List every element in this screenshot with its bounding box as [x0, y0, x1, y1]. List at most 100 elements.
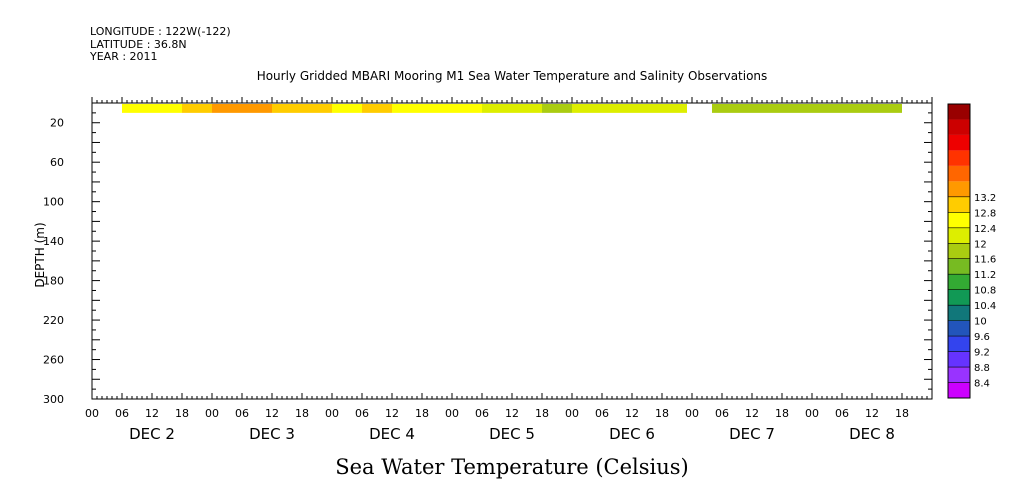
x-tick-label: 18	[775, 407, 789, 420]
y-axis-label: DEPTH (m)	[33, 222, 47, 287]
heat-cell	[182, 103, 212, 113]
colorbar-frame	[947, 103, 971, 399]
colorbar-label: 10.4	[974, 301, 996, 312]
y-tick-label: 140	[43, 235, 64, 248]
heat-cell	[512, 103, 542, 113]
colorbar-swatch	[948, 258, 970, 275]
x-tick-label: 18	[175, 407, 189, 420]
x-tick-label: 06	[235, 407, 249, 420]
x-tick-label: 06	[355, 407, 369, 420]
colorbar-swatch	[948, 119, 970, 135]
colorbar-label: 9.6	[974, 332, 990, 343]
colorbar-swatch	[948, 212, 970, 228]
x-day-label: DEC 7	[729, 425, 775, 443]
heat-cell	[632, 103, 662, 113]
x-tick-label: 12	[745, 407, 759, 420]
x-tick-label: 18	[655, 407, 669, 420]
colorbar-swatch	[948, 227, 970, 244]
heat-cell	[272, 103, 302, 113]
x-tick-label: 18	[895, 407, 909, 420]
x-tick-label: 00	[685, 407, 699, 420]
heat-cell	[842, 103, 902, 113]
colorbar-swatch	[948, 165, 970, 182]
x-tick-label: 00	[325, 407, 339, 420]
x-tick-label: 00	[85, 407, 99, 420]
heat-cell	[122, 103, 152, 113]
heat-cell	[452, 103, 482, 113]
colorbar-label: 12.8	[974, 208, 996, 219]
x-day-label: DEC 3	[249, 425, 295, 443]
x-day-label: DEC 2	[129, 425, 175, 443]
x-tick-label: 00	[805, 407, 819, 420]
heat-cell	[572, 103, 602, 113]
x-tick-label: 06	[115, 407, 129, 420]
heat-cell	[482, 103, 512, 113]
x-tick-label: 12	[625, 407, 639, 420]
colorbar-label: 12.4	[974, 224, 996, 235]
colorbar-label: 8.8	[974, 363, 990, 374]
colorbar-swatch	[948, 382, 970, 398]
heat-cell	[212, 103, 272, 113]
colorbar-label: 13.2	[974, 193, 996, 204]
longitude-label: LONGITUDE : 122W(-122)	[90, 25, 231, 38]
colorbar-swatch	[948, 243, 970, 259]
colorbar-label: 10.8	[974, 286, 996, 297]
colorbar-swatch	[948, 134, 970, 151]
y-tick-label: 20	[50, 117, 64, 130]
y-axis: 20 60 100 140 180 220 260 300	[43, 102, 932, 406]
year-label: YEAR : 2011	[90, 50, 158, 63]
x-tick-label: 06	[595, 407, 609, 420]
colorbar-label: 12	[974, 239, 987, 250]
heat-cell	[302, 103, 332, 113]
x-tick-label: 18	[415, 407, 429, 420]
x-tick-label: 00	[205, 407, 219, 420]
x-day-label: DEC 5	[489, 425, 535, 443]
x-tick-label: 06	[475, 407, 489, 420]
x-day-label: DEC 8	[849, 425, 895, 443]
colorbar-label: 11.6	[974, 255, 996, 266]
colorbar-label: 11.2	[974, 270, 996, 281]
colorbar-label: 9.2	[974, 348, 990, 359]
heat-cell	[542, 103, 572, 113]
heat-cell	[812, 103, 842, 113]
x-tick-label: 18	[295, 407, 309, 420]
plot-area	[91, 102, 933, 400]
plot-frame	[91, 102, 933, 400]
colorbar-swatch	[948, 305, 970, 321]
heat-cell	[362, 103, 392, 113]
colorbar-swatch	[948, 289, 970, 306]
x-tick-label: 06	[835, 407, 849, 420]
heat-cell	[662, 103, 687, 113]
heat-cell	[332, 103, 362, 113]
x-tick-label: 12	[865, 407, 879, 420]
x-tick-label: 12	[505, 407, 519, 420]
x-tick-label: 12	[385, 407, 399, 420]
y-tick-label: 60	[50, 156, 64, 169]
colorbar-swatch	[948, 104, 970, 120]
colorbar-label: 8.4	[974, 379, 990, 390]
chart-title: Hourly Gridded MBARI Mooring M1 Sea Wate…	[256, 69, 768, 83]
colorbar-swatch	[948, 196, 970, 213]
colorbar-swatch	[948, 150, 970, 166]
x-tick-label: 00	[445, 407, 459, 420]
colorbar: 8.4 8.8 9.2 9.6 10 10.4 10.8 11.2 11.6 12 12.4 12.8…	[947, 103, 996, 399]
y-tick-label: 260	[43, 354, 64, 367]
colorbar-swatch	[948, 351, 970, 368]
heat-cell	[152, 103, 182, 113]
colorbar-swatch	[948, 367, 970, 383]
x-day-label: DEC 6	[609, 425, 655, 443]
heat-cell	[712, 103, 752, 113]
x-tick-label: 12	[265, 407, 279, 420]
heat-cell	[422, 103, 452, 113]
colorbar-swatch	[948, 320, 970, 337]
heat-cell	[752, 103, 812, 113]
y-tick-label: 100	[43, 196, 64, 209]
x-tick-label: 12	[145, 407, 159, 420]
heat-cell	[602, 103, 632, 113]
x-tick-label: 06	[715, 407, 729, 420]
x-day-label: DEC 4	[369, 425, 415, 443]
colorbar-swatch	[948, 274, 970, 290]
y-tick-label: 180	[43, 275, 64, 288]
y-tick-label: 220	[43, 314, 64, 327]
